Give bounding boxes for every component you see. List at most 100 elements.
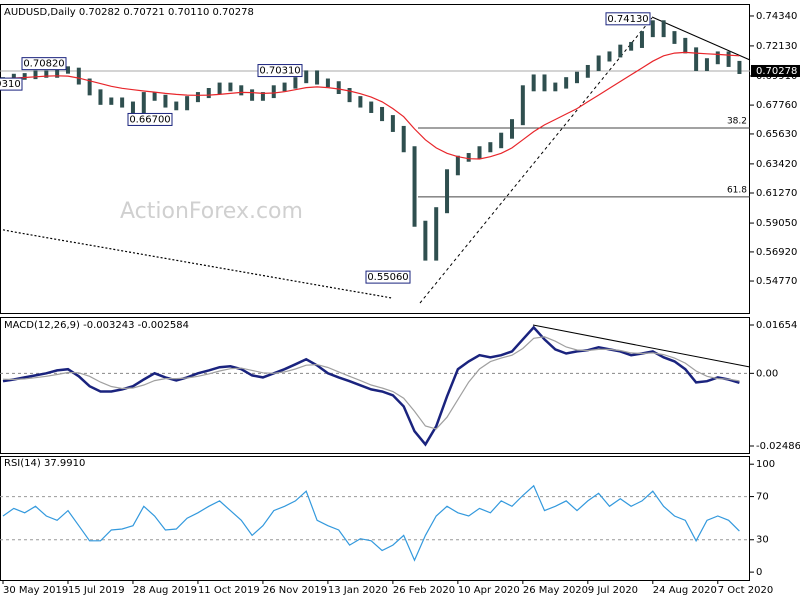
price-annotation: 0.69310 xyxy=(0,77,23,91)
annotation-label: 0.74130 xyxy=(607,14,648,25)
price-bar xyxy=(466,153,471,162)
price-bar xyxy=(455,155,460,176)
price-bar xyxy=(163,94,168,108)
price-bar xyxy=(650,20,655,38)
price-bar xyxy=(250,89,255,101)
y-tick-label: 0.67760 xyxy=(756,100,797,111)
series-line xyxy=(2,336,740,430)
price-bar xyxy=(260,92,265,101)
annotation-label: 0.66700 xyxy=(129,114,170,125)
x-tick-label: 28 Aug 2019 xyxy=(133,585,197,596)
trend-line xyxy=(532,324,751,368)
price-bar xyxy=(510,119,515,139)
price-bar xyxy=(239,85,244,96)
price-annotation: 0.74130 xyxy=(605,12,651,26)
price-bar xyxy=(704,58,709,71)
price-bar xyxy=(55,66,60,78)
price-bar xyxy=(271,85,276,99)
price-bar xyxy=(22,73,27,80)
panel-title: AUDUSD,Daily 0.70282 0.70721 0.70110 0.7… xyxy=(4,7,254,18)
y-tick-label: 70 xyxy=(756,492,769,503)
annotation-box xyxy=(365,270,411,284)
y-tick-label: 0.59050 xyxy=(756,218,797,229)
price-bar xyxy=(520,85,525,126)
price-bar xyxy=(412,146,417,227)
x-tick-label: 9 Jul 2020 xyxy=(588,585,638,596)
trend-line xyxy=(651,16,751,61)
rsi-panel xyxy=(0,456,750,581)
y-tick-label: 0.74340 xyxy=(756,11,797,22)
y-tick-label: 100 xyxy=(756,459,775,470)
price-bar xyxy=(315,70,320,85)
price-bar xyxy=(401,125,406,153)
fib-label: 38.2 xyxy=(727,116,747,126)
price-bar xyxy=(44,70,49,78)
y-tick-label: 0.63420 xyxy=(756,159,797,170)
price-bar xyxy=(499,132,504,149)
price-bar xyxy=(195,92,200,103)
price-bar xyxy=(488,142,493,153)
price-bar xyxy=(120,97,125,108)
price-bar xyxy=(174,101,179,111)
price-bar xyxy=(585,64,590,78)
panel-title: MACD(12,26,9) -0.003243 -0.002584 xyxy=(4,320,189,331)
price-bar xyxy=(358,96,363,108)
price-bar xyxy=(293,77,298,89)
y-tick-label: 0.01654 xyxy=(756,320,797,331)
price-bar xyxy=(76,67,81,85)
price-bar xyxy=(618,44,623,58)
price-bar xyxy=(304,70,309,84)
x-tick-label: 10 Apr 2020 xyxy=(458,585,520,596)
y-tick-label: 0.61270 xyxy=(756,188,797,199)
fib-label: 61.8 xyxy=(727,185,747,195)
price-bar xyxy=(737,60,742,74)
x-tick-label: 13 Jan 2020 xyxy=(328,585,388,596)
price-bar xyxy=(726,51,731,67)
price-panel xyxy=(0,4,750,314)
series-line xyxy=(2,484,740,562)
y-tick-label: 0.00 xyxy=(756,368,778,379)
y-tick-label: 0 xyxy=(756,567,762,578)
x-tick-label: 26 May 2020 xyxy=(523,585,588,596)
price-bar xyxy=(282,82,287,92)
panel-title: RSI(14) 37.9910 xyxy=(4,458,85,469)
x-tick-label: 26 Nov 2019 xyxy=(263,585,327,596)
price-bar xyxy=(672,31,677,44)
price-bar xyxy=(715,51,720,65)
price-bar xyxy=(65,66,70,74)
price-bar xyxy=(694,47,699,71)
price-bar xyxy=(445,169,450,214)
x-tick-label: 24 Aug 2020 xyxy=(653,585,717,596)
y-tick-label: -0.02486 xyxy=(756,441,800,452)
annotation-box xyxy=(127,112,173,126)
price-bar xyxy=(661,20,666,38)
price-bar xyxy=(390,115,395,132)
price-bar xyxy=(531,74,536,92)
price-bar xyxy=(629,41,634,51)
series-line xyxy=(2,229,394,299)
price-bar xyxy=(683,37,688,54)
price-bar xyxy=(434,207,439,261)
price-bar xyxy=(109,97,114,105)
price-bar xyxy=(596,55,601,71)
price-annotation: 0.70310 xyxy=(257,64,303,78)
price-bar xyxy=(206,88,211,99)
price-bar xyxy=(347,88,352,103)
price-bar xyxy=(185,96,190,111)
annotation-label: 0.70820 xyxy=(23,59,64,70)
price-bar xyxy=(141,92,146,115)
annotation-box xyxy=(0,77,23,91)
price-bar xyxy=(33,70,38,80)
y-tick-label: 0.54770 xyxy=(756,276,797,287)
price-bar xyxy=(130,101,135,115)
annotation-box xyxy=(257,64,303,78)
price-bar xyxy=(369,101,374,113)
price-bar xyxy=(152,92,157,101)
price-bar xyxy=(228,82,233,92)
price-bar xyxy=(217,82,222,95)
y-tick-label: 0.56920 xyxy=(756,247,797,258)
price-bar xyxy=(553,82,558,92)
x-tick-label: 11 Oct 2019 xyxy=(198,585,260,596)
annotation-label: 0.55060 xyxy=(367,272,408,283)
